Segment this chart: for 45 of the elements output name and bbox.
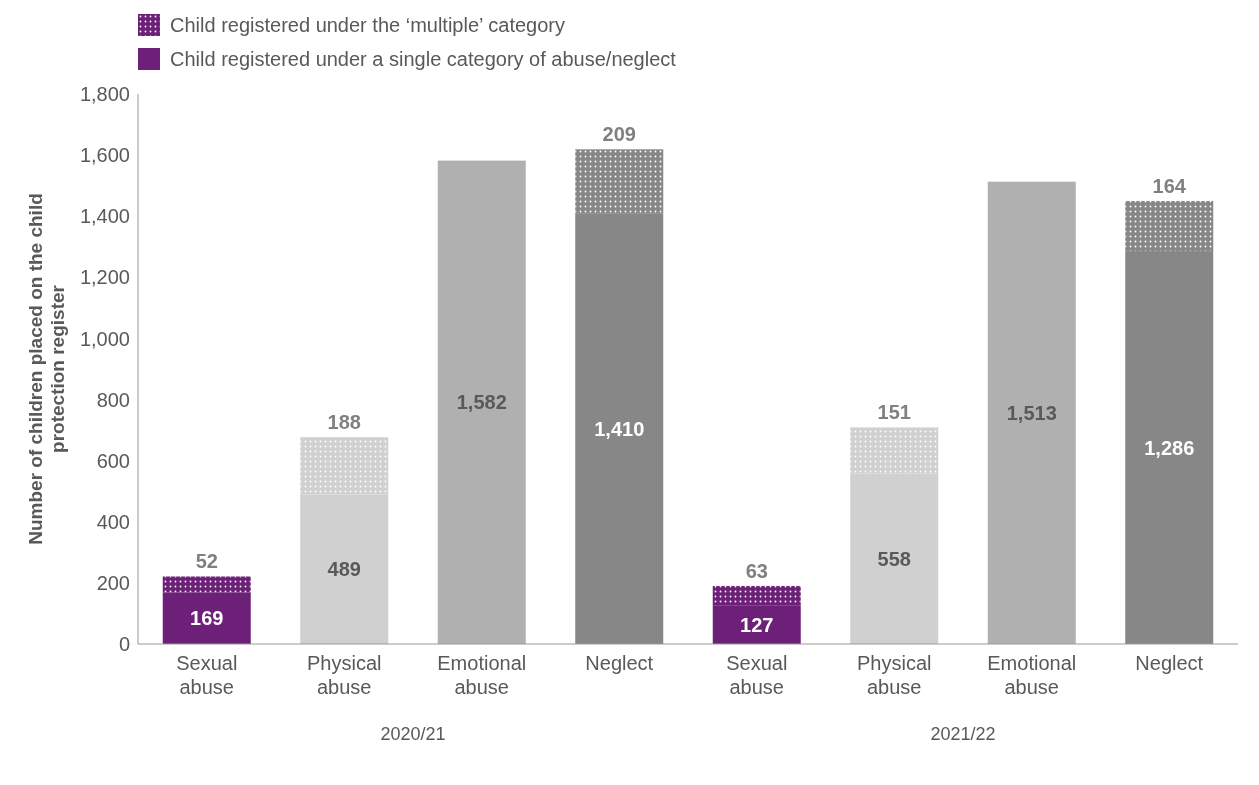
legend-label: Child registered under the ‘multiple’ category (169, 12, 566, 38)
y-tick-label: 1,600 (79, 144, 130, 167)
data-label: 1,513 (1006, 401, 1057, 424)
x-tick-label: Neglect (1135, 652, 1204, 674)
x-tick-label: Sexual abuse (176, 652, 238, 698)
data-label: 489 (327, 558, 361, 581)
x-tick-label: Neglect (585, 652, 654, 674)
data-label: 188 (327, 411, 361, 434)
bar (162, 592, 251, 644)
data-label: 209 (602, 123, 636, 146)
bar (300, 494, 389, 644)
bar (987, 181, 1076, 644)
x-tick-label: Sexual abuse (726, 652, 788, 698)
data-label: 1,582 (456, 391, 507, 414)
y-tick-label: 400 (96, 510, 130, 533)
data-label: 1,286 (1144, 436, 1195, 459)
y-tick-label: 0 (118, 633, 130, 656)
y-tick-label: 1,400 (79, 205, 130, 228)
data-label: 127 (740, 614, 774, 637)
bar (850, 473, 939, 644)
y-tick-label: 1,200 (79, 266, 130, 289)
data-label: 169 (190, 607, 224, 630)
data-label: 558 (877, 547, 911, 570)
data-label: 63 (745, 559, 768, 582)
text: 2020/21 (379, 724, 447, 745)
bar (575, 213, 664, 644)
y-axis-title: Number of children placed on the child protection register (25, 193, 68, 545)
x-tick-label: Physical abuse (857, 652, 932, 698)
y-tick-label: 200 (96, 571, 130, 594)
data-label: 151 (877, 401, 911, 424)
x-tick-label: Emotional abuse (987, 652, 1077, 698)
data-label: 52 (195, 550, 218, 573)
data-label: 1,410 (594, 417, 645, 440)
y-tick-label: 1,800 (79, 83, 130, 106)
bar (712, 605, 801, 644)
y-tick-label: 600 (96, 449, 130, 472)
data-label: 164 (1152, 174, 1187, 197)
x-tick-label: Physical abuse (307, 652, 382, 698)
y-tick-label: 800 (96, 388, 130, 411)
x-tick-label: Emotional abuse (437, 652, 527, 698)
bar (437, 160, 526, 644)
legend-label: Child registered under a single category of abuse/neglect (169, 46, 676, 72)
y-tick-label: 1,000 (79, 327, 130, 350)
text: 2021/22 (929, 724, 997, 745)
bar (1125, 251, 1214, 644)
